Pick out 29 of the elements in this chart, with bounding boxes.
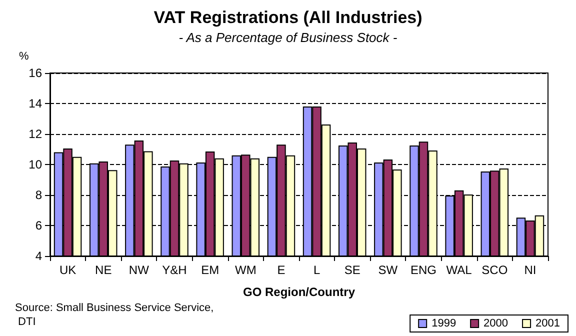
x-tick-label: NE [95,263,112,277]
y-tick-label: 4 [35,249,42,263]
x-tick-label: Y&H [162,263,187,277]
x-tick-label: SW [378,263,398,277]
y-tick-label: 6 [35,218,42,232]
y-tick-label: 14 [28,96,42,110]
x-tick-label: ENG [410,263,437,277]
x-tick-label: WM [234,263,256,277]
legend-label: 2001 [536,318,560,330]
legend-label: 1999 [432,318,456,330]
x-tick-label: SCO [482,263,508,277]
y-tick-label: 12 [28,127,42,141]
x-tick-label: E [277,263,286,277]
y-tick-label: 8 [35,188,42,202]
chart-title: VAT Registrations (All Industries) [154,8,422,27]
x-tick-label: L [313,263,320,277]
x-axis-title: GO Region/Country [243,285,356,299]
x-tick-label: SE [344,263,360,277]
x-tick-label: NW [128,263,150,277]
chart-subtitle: - As a Percentage of Business Stock - [178,30,398,45]
x-tick-label: UK [59,263,76,277]
x-tick-label: NI [524,263,536,277]
legend-label: 2000 [484,318,508,330]
source-note: Source: Small Business Service Service, DTI [15,302,214,328]
y-tick-label: 16 [28,66,42,80]
y-axis-title: % [19,50,29,62]
x-tick-label: WAL [446,263,472,277]
x-tick-label: EM [201,263,220,277]
y-tick-label: 10 [28,158,42,172]
